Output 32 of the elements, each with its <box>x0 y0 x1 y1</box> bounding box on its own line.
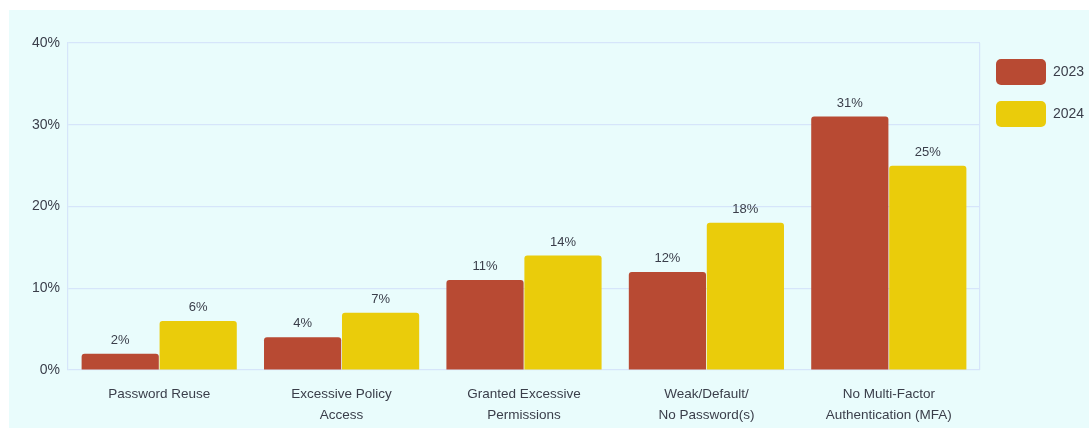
data-label: 12% <box>654 249 681 265</box>
bar <box>341 312 420 370</box>
bar <box>889 165 967 370</box>
y-tick-label: 10% <box>31 279 60 296</box>
data-label: 11% <box>472 258 498 274</box>
bar <box>524 255 602 370</box>
y-tick-label: 40% <box>31 33 60 50</box>
data-label: 7% <box>371 290 391 306</box>
y-tick-label: 20% <box>31 197 60 214</box>
bar <box>628 271 707 370</box>
bar <box>811 116 889 370</box>
x-tick-label: Excessive Policy Access <box>291 386 393 423</box>
data-label: 25% <box>914 143 942 159</box>
y-tick-label: 30% <box>31 115 60 132</box>
x-tick-label: Weak/Default/ No Password(s) <box>658 386 755 423</box>
bar <box>446 280 524 370</box>
bar <box>706 222 784 370</box>
bar <box>81 353 159 370</box>
data-label: 4% <box>293 315 313 331</box>
bar <box>264 337 342 370</box>
data-label: 31% <box>836 94 864 110</box>
x-tick-label: Granted Excessive Permissions <box>467 386 581 423</box>
x-tick-label: No Multi-Factor Authentication (MFA) <box>825 386 952 423</box>
data-label: 14% <box>549 233 577 249</box>
data-label: 6% <box>188 298 209 314</box>
data-label: 18% <box>732 200 759 216</box>
y-tick-label: 0% <box>39 360 60 377</box>
legend-label: 2024 <box>1053 104 1085 121</box>
data-label: 2% <box>110 331 131 347</box>
legend-label: 2023 <box>1053 62 1085 79</box>
bar <box>159 320 237 370</box>
x-tick-label: Password Reuse <box>108 386 211 402</box>
